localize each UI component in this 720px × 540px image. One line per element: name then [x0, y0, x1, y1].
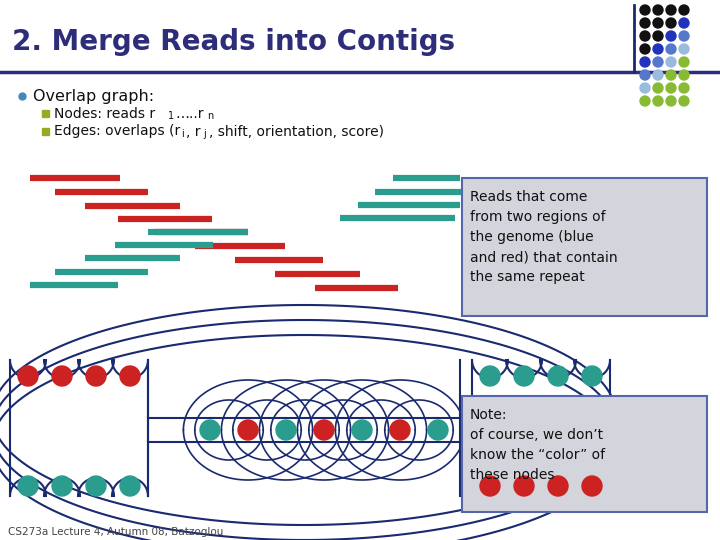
Circle shape [666, 83, 676, 93]
Text: , shift, orientation, score): , shift, orientation, score) [209, 125, 384, 138]
Circle shape [640, 44, 650, 54]
Circle shape [120, 366, 140, 386]
Circle shape [666, 18, 676, 28]
Circle shape [514, 476, 534, 496]
Text: i: i [181, 129, 184, 139]
Circle shape [653, 18, 663, 28]
Circle shape [86, 476, 106, 496]
Circle shape [679, 18, 689, 28]
Text: CS273a Lecture 4, Autumn 08, Batzoglou: CS273a Lecture 4, Autumn 08, Batzoglou [8, 527, 223, 537]
Circle shape [640, 96, 650, 106]
Circle shape [666, 5, 676, 15]
Text: 1: 1 [168, 111, 174, 121]
Circle shape [653, 96, 663, 106]
Circle shape [276, 420, 296, 440]
Circle shape [679, 31, 689, 41]
Circle shape [480, 476, 500, 496]
Circle shape [480, 366, 500, 386]
Text: , r: , r [186, 125, 200, 138]
Circle shape [679, 96, 689, 106]
Circle shape [390, 420, 410, 440]
Circle shape [666, 70, 676, 80]
Circle shape [653, 83, 663, 93]
Circle shape [582, 366, 602, 386]
Text: Reads that come
from two regions of
the genome (blue
and red) that contain
the s: Reads that come from two regions of the … [470, 190, 618, 284]
Circle shape [238, 420, 258, 440]
Circle shape [653, 31, 663, 41]
Circle shape [666, 57, 676, 67]
Text: n: n [207, 111, 213, 121]
Circle shape [86, 366, 106, 386]
Circle shape [666, 96, 676, 106]
Circle shape [653, 5, 663, 15]
Text: Overlap graph:: Overlap graph: [33, 89, 154, 104]
Circle shape [653, 70, 663, 80]
Circle shape [514, 366, 534, 386]
Circle shape [640, 5, 650, 15]
Text: Nodes: reads r: Nodes: reads r [54, 106, 155, 120]
FancyBboxPatch shape [462, 178, 707, 316]
Circle shape [679, 83, 689, 93]
Text: j: j [203, 129, 206, 139]
Circle shape [314, 420, 334, 440]
Circle shape [352, 420, 372, 440]
Circle shape [679, 5, 689, 15]
Circle shape [666, 44, 676, 54]
Circle shape [640, 57, 650, 67]
Bar [42, 110, 49, 117]
Circle shape [548, 366, 568, 386]
Circle shape [640, 31, 650, 41]
Circle shape [640, 83, 650, 93]
Circle shape [640, 18, 650, 28]
Circle shape [18, 366, 38, 386]
Circle shape [52, 366, 72, 386]
Circle shape [679, 70, 689, 80]
Circle shape [548, 476, 568, 496]
Circle shape [640, 70, 650, 80]
Circle shape [666, 31, 676, 41]
Circle shape [679, 44, 689, 54]
FancyBboxPatch shape [462, 396, 707, 512]
Circle shape [428, 420, 448, 440]
Circle shape [120, 476, 140, 496]
Text: 2. Merge Reads into Contigs: 2. Merge Reads into Contigs [12, 28, 455, 56]
Text: Note:
of course, we don’t
know the “color” of
these nodes: Note: of course, we don’t know the “colo… [470, 408, 605, 482]
Circle shape [582, 476, 602, 496]
Text: Edges: overlaps (r: Edges: overlaps (r [54, 125, 180, 138]
Text: …..r: …..r [175, 106, 204, 120]
Circle shape [18, 476, 38, 496]
Circle shape [200, 420, 220, 440]
Circle shape [653, 44, 663, 54]
Circle shape [679, 57, 689, 67]
Circle shape [52, 476, 72, 496]
Bar [42, 128, 49, 135]
Circle shape [653, 57, 663, 67]
